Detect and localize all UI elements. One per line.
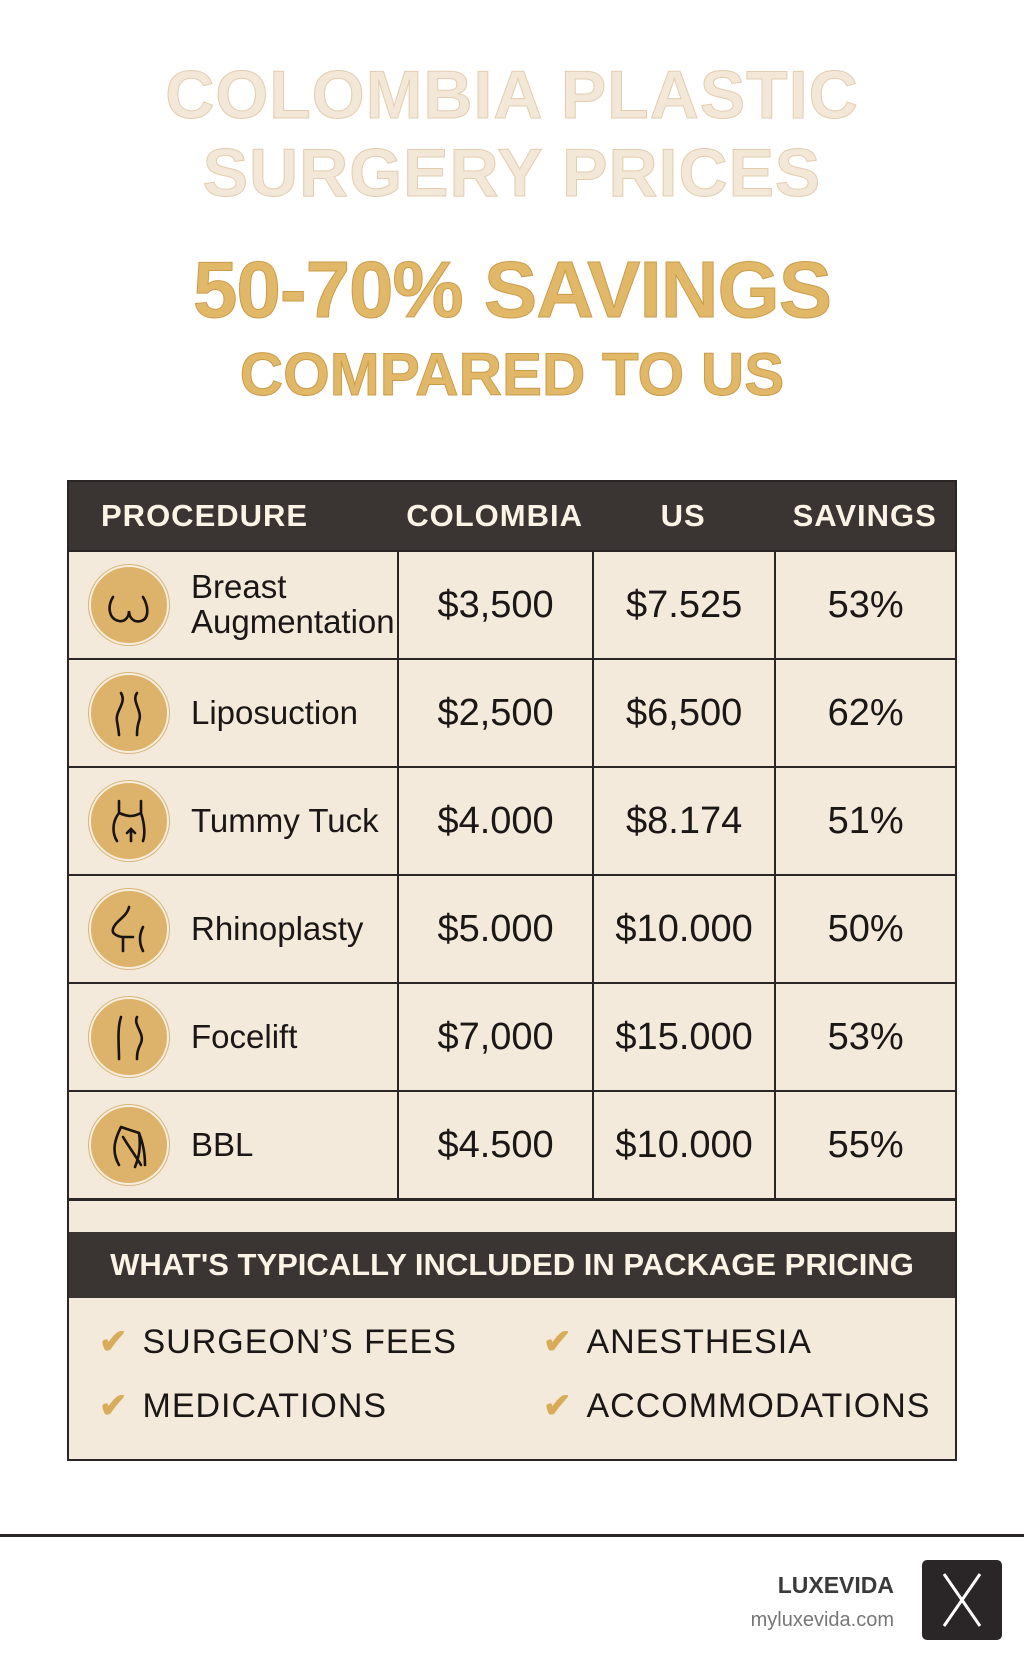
title-line-2: SURGERY PRICES	[202, 135, 822, 212]
package-item: ✔ ANESTHESIA	[543, 1322, 812, 1362]
savings-percent: 62%	[774, 660, 955, 766]
breast-icon	[89, 565, 169, 645]
us-price: $8.174	[591, 768, 775, 874]
table-row: Focelift $7,000 $15.000 53%	[69, 982, 955, 1090]
footer-divider	[0, 1534, 1024, 1537]
table-header: PROCEDURE COLOMBIA US SAVINGS	[69, 482, 955, 550]
check-icon: ✔	[543, 1387, 573, 1425]
procedure-cell: BBL	[69, 1092, 397, 1198]
procedure-cell: Breast Augmentation	[69, 552, 397, 658]
colombia-price: $5.000	[397, 876, 592, 982]
table-row: Tummy Tuck $4.000 $8.174 51%	[69, 766, 955, 874]
savings-subheadline: COMPARED TO US	[239, 341, 785, 409]
abdomen-icon	[89, 781, 169, 861]
procedure-cell: Liposuction	[69, 660, 397, 766]
brand-logo	[922, 1560, 1002, 1640]
procedure-name: Liposuction	[191, 693, 358, 731]
profile-icon	[89, 889, 169, 969]
procedure-cell: Tummy Tuck	[69, 768, 397, 874]
colombia-price: $4.500	[397, 1092, 592, 1198]
colombia-price: $2,500	[397, 660, 592, 766]
brand-name: LUXEVIDA	[777, 1572, 894, 1598]
package-item-label: ANESTHESIA	[586, 1322, 812, 1361]
check-icon: ✔	[99, 1387, 129, 1425]
package-item: ✔ ACCOMMODATIONS	[543, 1386, 930, 1426]
header-us: US	[660, 498, 706, 533]
package-title: WHAT'S TYPICALLY INCLUDED IN PACKAGE PRI…	[69, 1232, 955, 1298]
table-spacer	[69, 1198, 955, 1232]
savings-percent: 53%	[774, 984, 955, 1090]
title-line-1: COLOMBIA PLASTIC	[165, 57, 859, 134]
us-price: $6,500	[591, 660, 775, 766]
procedure-cell: Focelift	[69, 984, 397, 1090]
colombia-price: $3,500	[397, 552, 592, 658]
procedure-name: Tummy Tuck	[191, 801, 379, 839]
savings-percent: 55%	[774, 1092, 955, 1198]
table-row: BBL $4.500 $10.000 55%	[69, 1090, 955, 1198]
savings-percent: 50%	[774, 876, 955, 982]
header-colombia: COLOMBIA	[406, 498, 583, 533]
buttocks-icon	[89, 1105, 169, 1185]
us-price: $7.525	[591, 552, 775, 658]
package-item-label: ACCOMMODATIONS	[586, 1386, 931, 1425]
savings-percent: 53%	[774, 552, 955, 658]
face-icon	[89, 997, 169, 1077]
header-procedure: PROCEDURE	[101, 498, 309, 533]
check-icon: ✔	[543, 1323, 573, 1361]
header-savings: SAVINGS	[792, 498, 937, 533]
table-row: Rhinoplasty $5.000 $10.000 50%	[69, 874, 955, 982]
price-table: PROCEDURE COLOMBIA US SAVINGS Breast Aug…	[67, 480, 957, 1461]
savings-headline: 50-70% SAVINGS	[192, 245, 832, 335]
package-item: ✔ SURGEON’S FEES	[99, 1322, 457, 1362]
check-icon: ✔	[99, 1323, 129, 1361]
us-price: $10.000	[591, 1092, 775, 1198]
procedure-name: Rhinoplasty	[191, 909, 364, 947]
brand-url[interactable]: myluxevida.com	[750, 1609, 894, 1631]
colombia-price: $7,000	[397, 984, 592, 1090]
package-items: ✔ SURGEON’S FEES ✔ ANESTHESIA ✔ MEDICATIONS…	[69, 1298, 955, 1459]
procedure-name: BBL	[191, 1125, 254, 1163]
waist-icon	[89, 673, 169, 753]
package-item: ✔ MEDICATIONS	[99, 1386, 387, 1426]
table-row: Liposuction $2,500 $6,500 62%	[69, 658, 955, 766]
package-item-label: SURGEON’S FEES	[142, 1322, 457, 1361]
procedure-name: Breast Augmentation	[191, 568, 395, 640]
colombia-price: $4.000	[397, 768, 592, 874]
savings-percent: 51%	[774, 768, 955, 874]
table-row: Breast Augmentation $3,500 $7.525 53%	[69, 550, 955, 658]
procedure-cell: Rhinoplasty	[69, 876, 397, 982]
us-price: $10.000	[591, 876, 775, 982]
package-item-label: MEDICATIONS	[142, 1386, 388, 1425]
procedure-name: Focelift	[191, 1017, 298, 1055]
us-price: $15.000	[591, 984, 775, 1090]
